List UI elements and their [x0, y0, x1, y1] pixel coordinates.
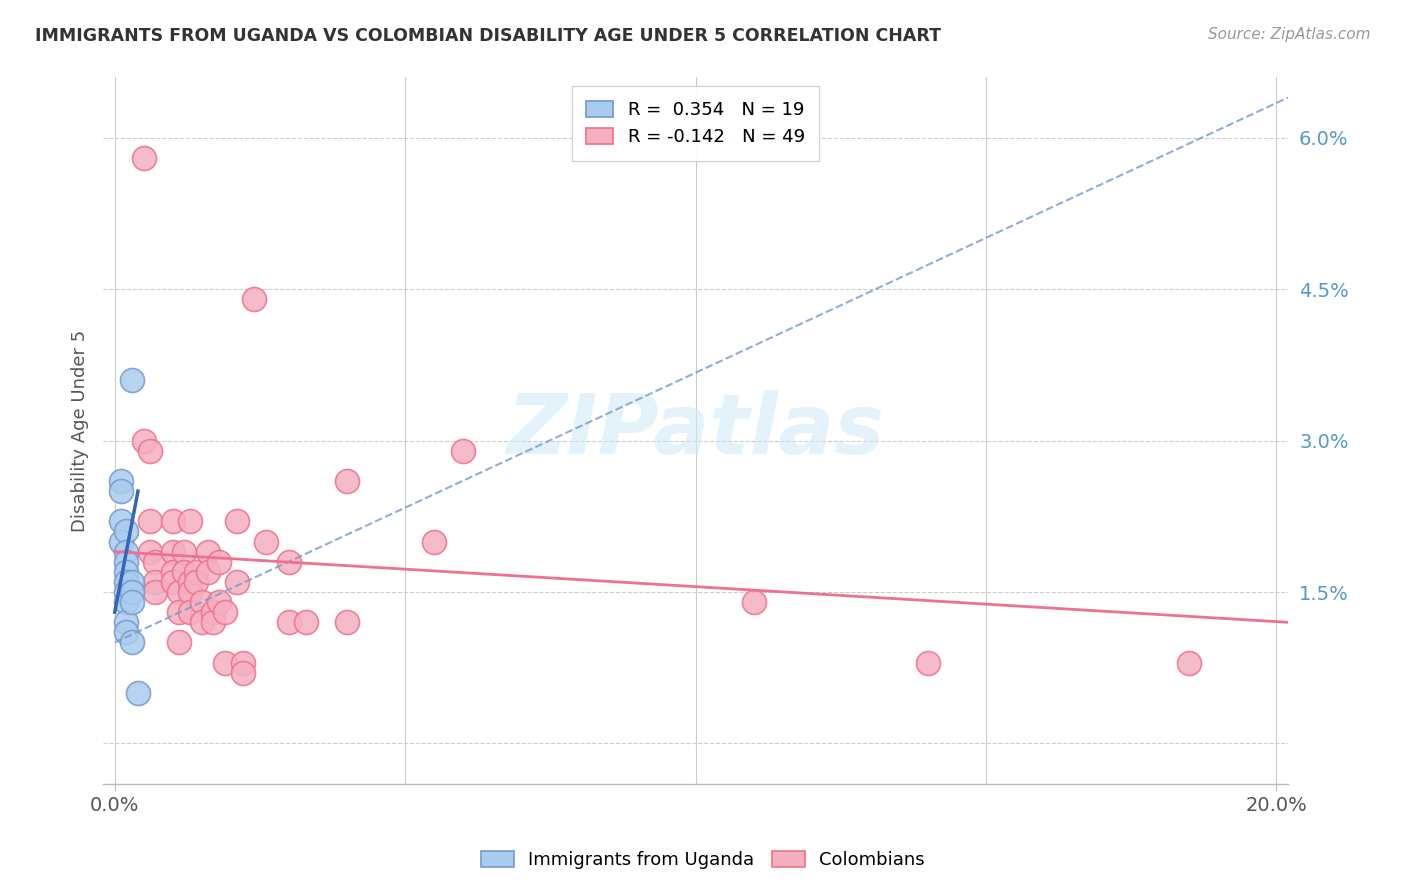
Point: [138, 443, 160, 458]
Point: [162, 515, 184, 529]
Point: [917, 656, 939, 670]
Point: [115, 574, 138, 589]
Point: [202, 615, 225, 630]
Point: [121, 373, 143, 387]
Text: ZIPatlas: ZIPatlas: [506, 390, 884, 471]
Point: [225, 574, 247, 589]
Point: [121, 595, 143, 609]
Point: [167, 585, 190, 599]
Legend: R =  0.354   N = 19, R = -0.142   N = 49: R = 0.354 N = 19, R = -0.142 N = 49: [572, 87, 820, 161]
Legend: Immigrants from Uganda, Colombians: Immigrants from Uganda, Colombians: [472, 842, 934, 879]
Point: [115, 625, 138, 640]
Point: [1178, 656, 1201, 670]
Point: [110, 515, 132, 529]
Point: [115, 544, 138, 558]
Point: [173, 565, 195, 579]
Point: [162, 544, 184, 558]
Point: [254, 534, 277, 549]
Point: [179, 605, 201, 619]
Point: [231, 665, 253, 680]
Point: [179, 515, 201, 529]
Point: [121, 585, 143, 599]
Point: [115, 524, 138, 539]
Point: [127, 686, 149, 700]
Point: [115, 615, 138, 630]
Point: [110, 474, 132, 488]
Point: [145, 555, 167, 569]
Point: [278, 615, 301, 630]
Point: [121, 635, 143, 649]
Text: Source: ZipAtlas.com: Source: ZipAtlas.com: [1208, 27, 1371, 42]
Point: [167, 605, 190, 619]
Point: [214, 656, 236, 670]
Point: [115, 565, 138, 579]
Point: [138, 515, 160, 529]
Point: [197, 544, 219, 558]
Point: [214, 605, 236, 619]
Point: [145, 585, 167, 599]
Point: [423, 534, 446, 549]
Point: [451, 443, 474, 458]
Point: [167, 635, 190, 649]
Point: [184, 565, 207, 579]
Point: [184, 574, 207, 589]
Point: [295, 615, 318, 630]
Point: [202, 605, 225, 619]
Point: [197, 565, 219, 579]
Point: [115, 585, 138, 599]
Point: [138, 544, 160, 558]
Point: [110, 484, 132, 499]
Point: [115, 555, 138, 569]
Point: [208, 595, 231, 609]
Point: [243, 293, 266, 307]
Point: [336, 474, 359, 488]
Point: [225, 515, 247, 529]
Point: [231, 656, 253, 670]
Point: [191, 615, 214, 630]
Point: [162, 574, 184, 589]
Point: [278, 555, 301, 569]
Point: [208, 555, 231, 569]
Point: [121, 574, 143, 589]
Text: IMMIGRANTS FROM UGANDA VS COLOMBIAN DISABILITY AGE UNDER 5 CORRELATION CHART: IMMIGRANTS FROM UGANDA VS COLOMBIAN DISA…: [35, 27, 941, 45]
Point: [336, 615, 359, 630]
Y-axis label: Disability Age Under 5: Disability Age Under 5: [72, 329, 89, 532]
Point: [179, 574, 201, 589]
Point: [115, 595, 138, 609]
Point: [191, 595, 214, 609]
Point: [145, 574, 167, 589]
Point: [110, 534, 132, 549]
Point: [162, 565, 184, 579]
Point: [132, 434, 155, 448]
Point: [132, 151, 155, 165]
Point: [173, 544, 195, 558]
Point: [179, 585, 201, 599]
Point: [742, 595, 765, 609]
